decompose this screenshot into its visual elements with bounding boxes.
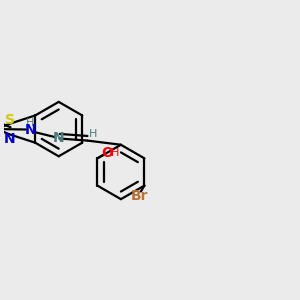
Text: H: H [26,118,35,128]
Text: Br: Br [131,189,148,202]
Text: S: S [5,113,15,127]
Text: N: N [53,131,65,146]
Text: N: N [4,132,16,146]
Text: H: H [110,148,119,158]
Text: N: N [25,123,36,137]
Text: O: O [101,146,113,160]
Text: H: H [88,129,97,139]
